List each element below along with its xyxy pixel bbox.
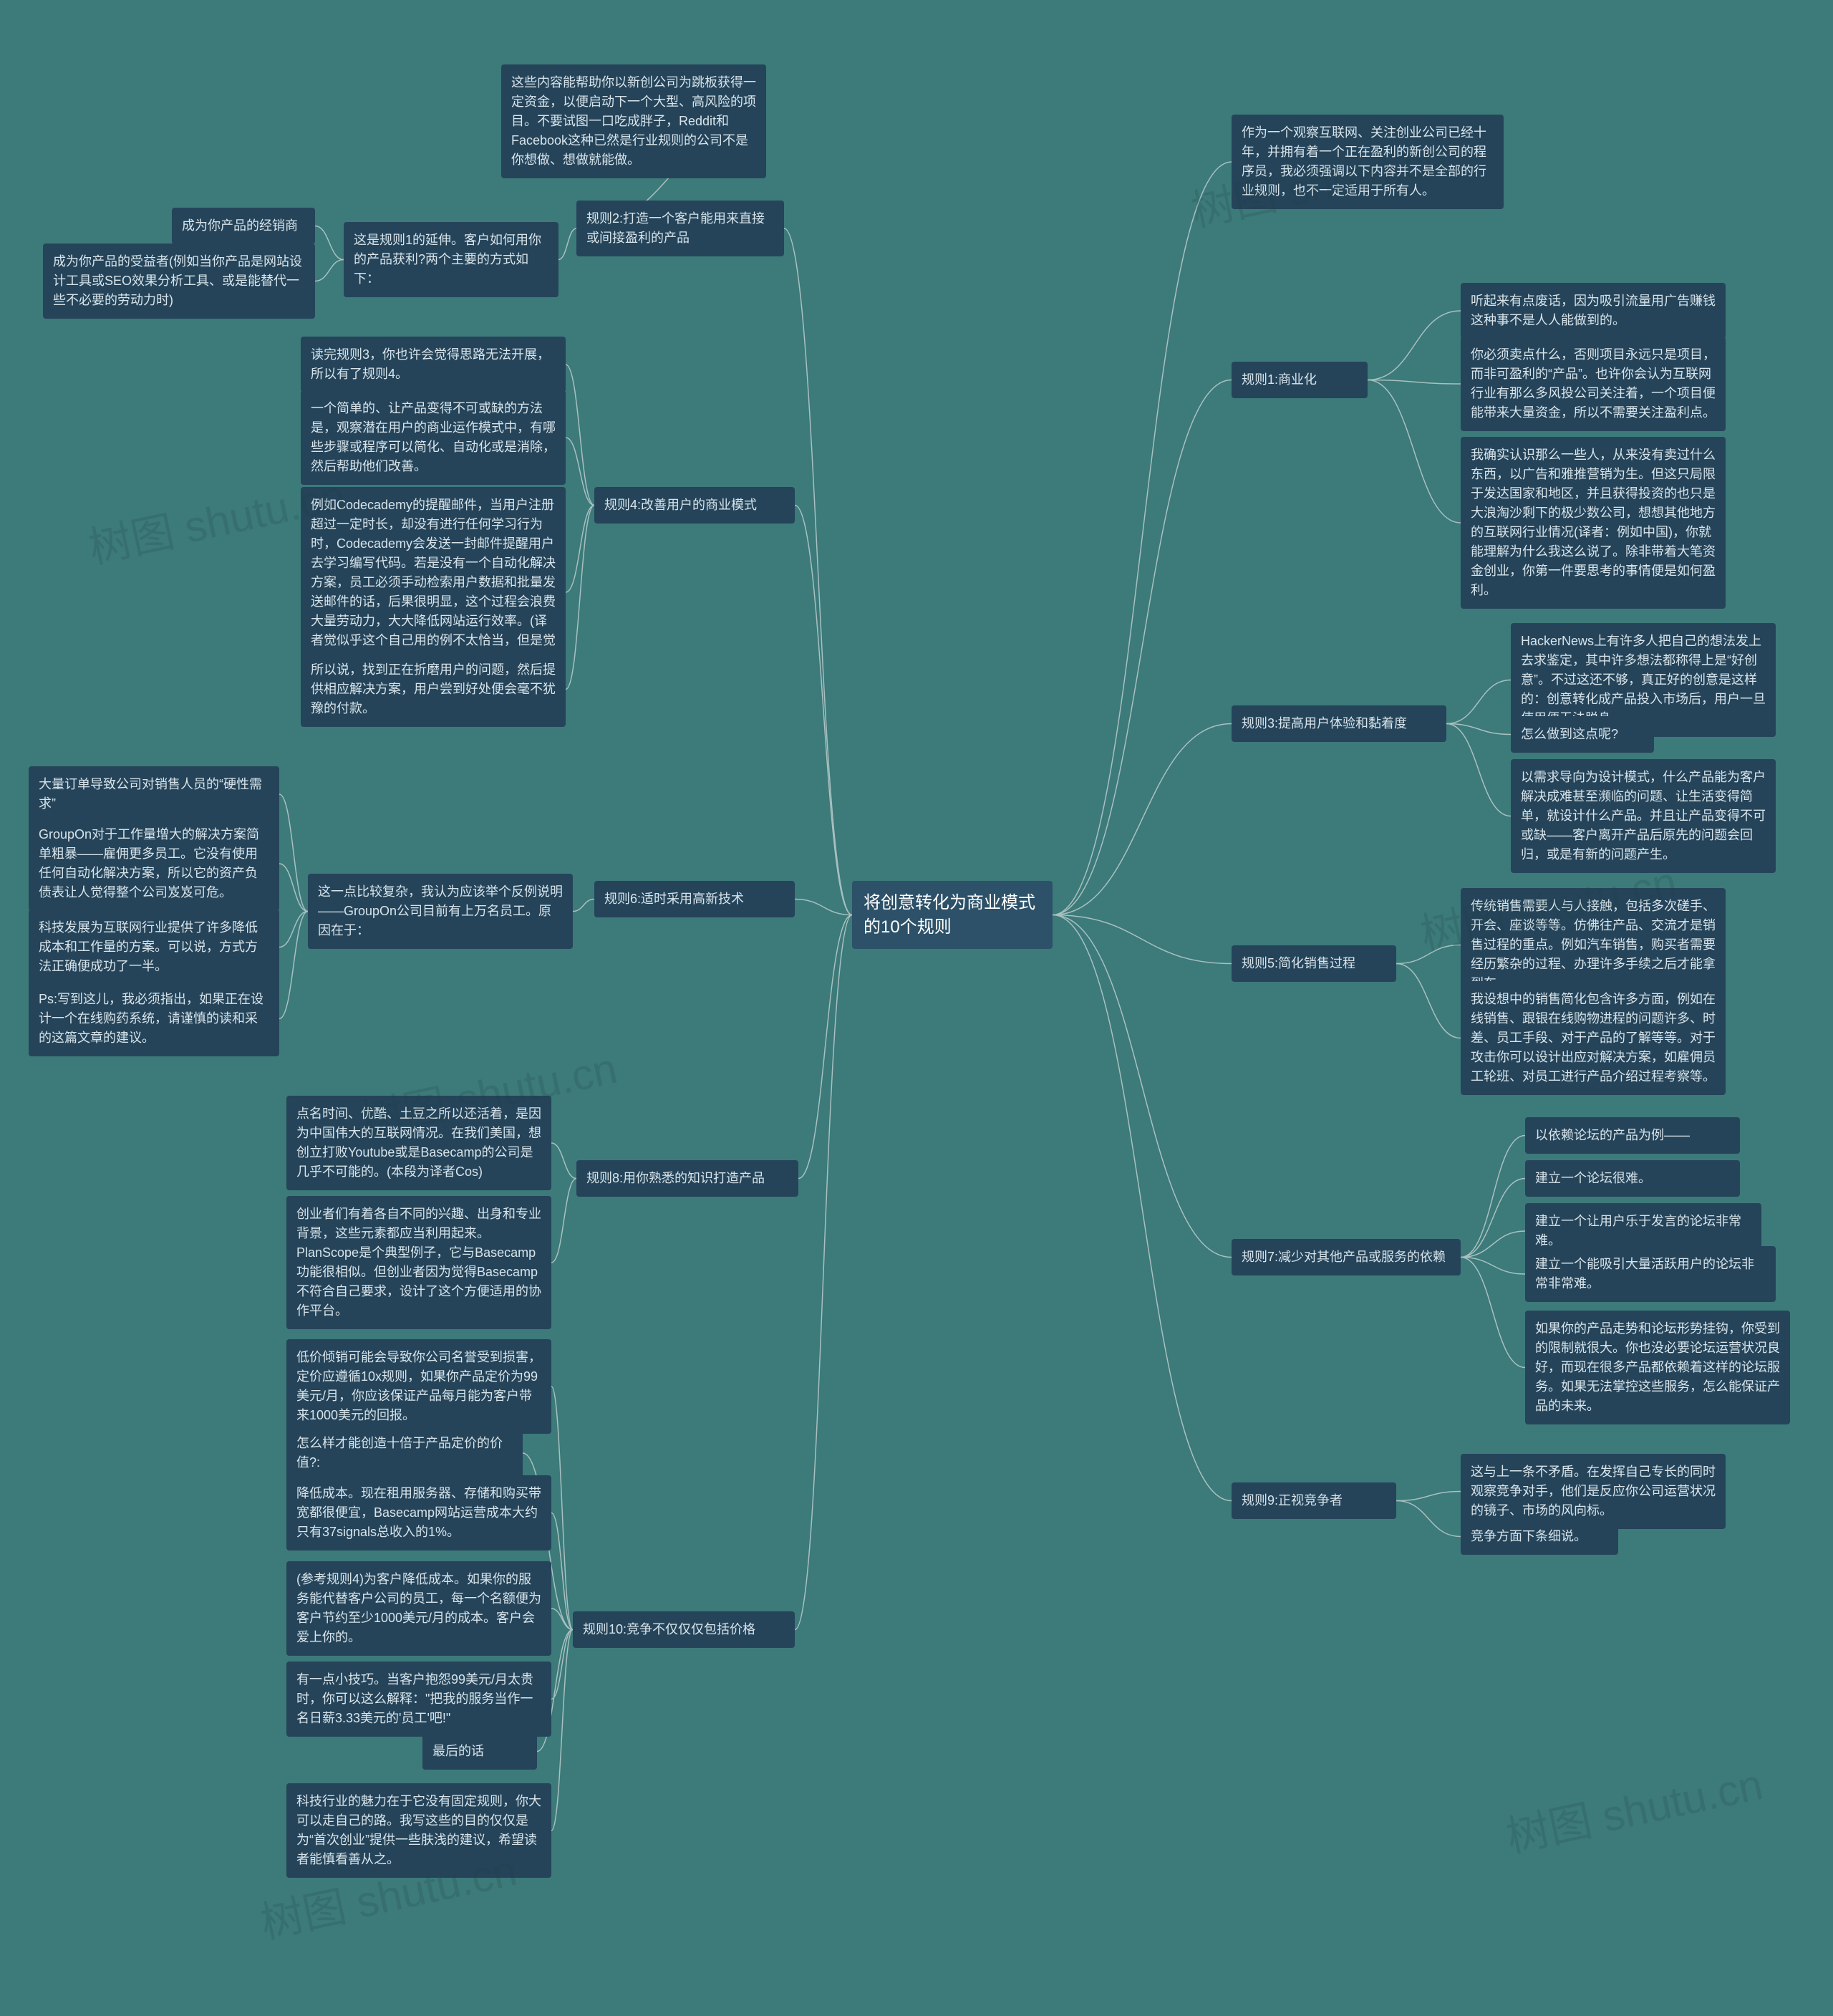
mindmap-node: 规则10:竞争不仅仅仅包括价格 <box>573 1611 795 1648</box>
mindmap-node: 我确实认识那么一些人，从来没有卖过什么东西，以广告和雅推营销为生。但这只局限于发… <box>1461 437 1726 609</box>
mindmap-node: 低价倾销可能会导致你公司名誉受到损害，定价应遵循10x规则，如果你产品定价为99… <box>286 1339 551 1434</box>
mindmap-node: 所以说，找到正在折磨用户的问题，然后提供相应解决方案，用户尝到好处便会毫不犹豫的… <box>301 652 566 727</box>
mindmap-node: 大量订单导致公司对销售人员的“硬性需求” <box>29 766 279 822</box>
mindmap-node: 这一点比较复杂，我认为应该举个反例说明——GroupOn公司目前有上万名员工。原… <box>308 874 573 949</box>
mindmap-node: GroupOn对于工作量增大的解决方案简单粗暴——雇佣更多员工。它没有使用任何自… <box>29 816 279 911</box>
mindmap-node: 听起来有点废话，因为吸引流量用广告赚钱这种事不是人人能做到的。 <box>1461 283 1726 339</box>
mindmap-node: 以依赖论坛的产品为例—— <box>1525 1117 1740 1154</box>
mindmap-node: 我设想中的销售简化包含许多方面，例如在线销售、跟银在线购物进程的问题许多、时差、… <box>1461 981 1726 1095</box>
mindmap-node: 如果你的产品走势和论坛形势挂钩，你受到的限制就很大。你也没必要论坛运营状况良好，… <box>1525 1311 1790 1424</box>
mindmap-node: 你必须卖点什么，否则项目永远只是项目，而非可盈利的“产品”。也许你会认为互联网行… <box>1461 337 1726 431</box>
mindmap-root: 将创意转化为商业模式的10个规则 <box>852 881 1053 949</box>
mindmap-node: 以需求导向为设计模式，什么产品能为客户解决成难甚至濒临的问题、让生活变得简单，就… <box>1511 759 1776 873</box>
mindmap-node: 一个简单的、让产品变得不可或缺的方法是，观察潜在用户的商业运作模式中，有哪些步骤… <box>301 390 566 485</box>
mindmap-node: 规则7:减少对其他产品或服务的依赖 <box>1232 1239 1461 1275</box>
mindmap-node: 成为你产品的受益者(例如当你产品是网站设计工具或SEO效果分析工具、或是能替代一… <box>43 243 315 319</box>
mindmap-node: 这些内容能帮助你以新创公司为跳板获得一定资金，以便启动下一个大型、高风险的项目。… <box>501 64 766 178</box>
mindmap-node: 规则4:改善用户的商业模式 <box>594 487 795 524</box>
mindmap-node: 怎么样才能创造十倍于产品定价的价值?: <box>286 1425 523 1481</box>
mindmap-node: 规则2:打造一个客户能用来直接或间接盈利的产品 <box>576 201 784 256</box>
mindmap-node: 点名时间、优酷、土豆之所以还活着，是因为中国伟大的互联网情况。在我们美国，想创立… <box>286 1096 551 1190</box>
mindmap-node: 规则1:商业化 <box>1232 362 1368 398</box>
mindmap-node: (参考规则4)为客户降低成本。如果你的服务能代替客户公司的员工，每一个名额便为客… <box>286 1561 551 1656</box>
mindmap-node: 作为一个观察互联网、关注创业公司已经十年，并拥有着一个正在盈利的新创公司的程序员… <box>1232 115 1504 209</box>
mindmap-node: 规则9:正视竞争者 <box>1232 1482 1396 1519</box>
mindmap-node: 规则6:适时采用高新技术 <box>594 881 795 917</box>
mindmap-node: 读完规则3，你也许会觉得思路无法开展，所以有了规则4。 <box>301 337 566 392</box>
mindmap-node: 创业者们有着各自不同的兴趣、出身和专业背景，这些元素都应当利用起来。PlanSc… <box>286 1196 551 1329</box>
mindmap-node: 怎么做到这点呢? <box>1511 716 1654 753</box>
mindmap-node: 降低成本。现在租用服务器、存储和购买带宽都很便宜，Basecamp网站运营成本大… <box>286 1475 551 1550</box>
mindmap-node: 科技发展为互联网行业提供了许多降低成本和工作量的方案。可以说，方式方法正确便成功… <box>29 910 279 985</box>
mindmap-node: 规则8:用你熟悉的知识打造产品 <box>576 1160 798 1197</box>
mindmap-node: 有一点小技巧。当客户抱怨99美元/月太贵时，你可以这么解释："把我的服务当作一名… <box>286 1661 551 1737</box>
mindmap-node: 竞争方面下条细说。 <box>1461 1518 1618 1555</box>
mindmap-node: 建立一个能吸引大量活跃用户的论坛非常非常难。 <box>1525 1246 1776 1302</box>
mindmap-node: 科技行业的魅力在于它没有固定规则，你大可以走自己的路。我写这些的目的仅仅是为“首… <box>286 1783 551 1878</box>
mindmap-node: Ps:写到这儿，我必须指出，如果正在设计一个在线购药系统，请谨慎的读和采的这篇文… <box>29 981 279 1056</box>
watermark: 树图 shutu.cn <box>1500 1750 1768 1865</box>
mindmap-node: 建立一个论坛很难。 <box>1525 1160 1740 1197</box>
mindmap-node: 最后的话 <box>422 1733 537 1770</box>
mindmap-node: 规则5:简化销售过程 <box>1232 945 1396 982</box>
mindmap-node: 规则3:提高用户体验和黏着度 <box>1232 705 1446 742</box>
mindmap-node: 这是规则1的延伸。客户如何用你的产品获利?两个主要的方式如下： <box>344 222 558 297</box>
mindmap-node: 成为你产品的经销商 <box>172 208 315 244</box>
